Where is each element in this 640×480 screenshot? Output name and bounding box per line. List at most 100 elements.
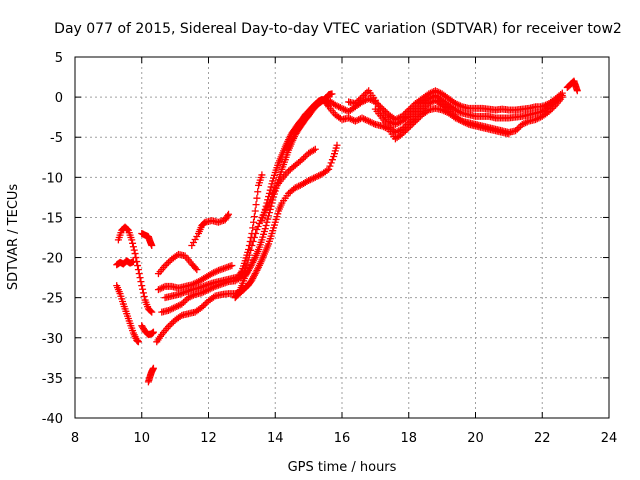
- data-point: [191, 236, 199, 244]
- data-point: [237, 269, 245, 277]
- data-point: [363, 88, 371, 96]
- data-point: [258, 171, 266, 179]
- data-point: [395, 119, 403, 127]
- data-point: [413, 104, 421, 112]
- data-point: [460, 118, 468, 126]
- y-tick-label: -40: [42, 412, 63, 427]
- data-point: [326, 162, 334, 170]
- data-point: [147, 307, 155, 315]
- x-tick-label: 24: [601, 431, 618, 446]
- data-point: [360, 115, 368, 123]
- data-point: [285, 134, 293, 142]
- data-point: [148, 308, 156, 316]
- data-point: [351, 117, 359, 125]
- data-point: [426, 99, 434, 107]
- data-point: [366, 96, 374, 104]
- data-point: [408, 103, 416, 111]
- data-point: [325, 165, 333, 173]
- data-point: [408, 116, 416, 124]
- data-point: [458, 117, 466, 125]
- data-point: [253, 194, 261, 202]
- data-point: [406, 104, 414, 112]
- data-point: [250, 213, 258, 221]
- data-point: [234, 291, 242, 299]
- data-point: [158, 284, 166, 292]
- data-point: [333, 141, 341, 149]
- data-point: [403, 120, 411, 128]
- data-point: [355, 116, 363, 124]
- data-point: [520, 120, 528, 128]
- data-point: [266, 186, 274, 194]
- data-point: [262, 221, 270, 229]
- data-point: [416, 108, 424, 116]
- data-point: [250, 257, 258, 265]
- data-point: [139, 285, 147, 293]
- data-point: [154, 286, 162, 294]
- data-point: [164, 323, 172, 331]
- x-axis-label: GPS time / hours: [288, 460, 397, 475]
- data-point: [328, 156, 336, 164]
- data-point: [254, 222, 262, 230]
- data-point: [573, 87, 581, 95]
- data-point: [456, 108, 464, 116]
- data-point: [355, 96, 363, 104]
- y-tick-label: -5: [50, 131, 63, 146]
- data-point: [166, 321, 174, 329]
- data-point: [522, 119, 530, 127]
- data-point: [553, 96, 561, 104]
- data-point: [263, 199, 271, 207]
- data-point: [393, 120, 401, 128]
- data-point: [335, 103, 343, 111]
- data-point: [301, 152, 309, 160]
- data-point: [161, 262, 169, 270]
- data-point: [518, 120, 526, 128]
- data-point: [393, 128, 401, 136]
- y-tick-label: -35: [42, 372, 63, 387]
- data-point: [130, 246, 138, 254]
- data-point: [298, 156, 306, 164]
- data-point: [140, 292, 148, 300]
- data-point: [124, 225, 132, 233]
- data-point: [461, 119, 469, 127]
- data-point: [135, 270, 143, 278]
- data-point: [251, 207, 259, 215]
- data-point: [250, 271, 258, 279]
- data-point: [505, 130, 513, 138]
- data-point: [363, 116, 371, 124]
- x-tick-label: 10: [133, 431, 150, 446]
- y-tick-label: -20: [42, 252, 63, 267]
- data-point: [131, 250, 139, 258]
- data-point: [248, 229, 256, 237]
- data-point: [251, 270, 259, 278]
- data-point: [148, 242, 156, 250]
- data-point: [254, 265, 262, 273]
- data-point: [415, 109, 423, 117]
- data-point: [512, 127, 520, 135]
- series-track-c: [113, 282, 142, 346]
- data-point: [247, 234, 255, 241]
- data-point: [228, 262, 236, 270]
- data-point: [523, 118, 531, 126]
- plot-frame: [74, 56, 610, 419]
- data-point: [247, 262, 255, 270]
- data-point: [248, 276, 256, 284]
- data-point: [421, 103, 429, 111]
- data-point: [199, 302, 207, 310]
- data-point: [166, 306, 174, 314]
- data-point: [360, 92, 368, 100]
- data-point: [361, 90, 369, 98]
- x-tick-label: 16: [334, 431, 351, 446]
- data-point: [333, 102, 341, 110]
- data-point: [149, 364, 157, 372]
- data-point: [411, 106, 419, 114]
- data-point: [398, 125, 406, 133]
- chart-title: Day 077 of 2015, Sidereal Day-to-day VTE…: [54, 21, 622, 37]
- data-point: [378, 122, 386, 130]
- data-point: [327, 159, 335, 167]
- data-series: [113, 77, 581, 386]
- x-tick-label: 20: [467, 431, 484, 446]
- data-point: [262, 202, 270, 210]
- data-point: [368, 119, 376, 127]
- data-point: [406, 117, 414, 125]
- data-point: [261, 225, 269, 233]
